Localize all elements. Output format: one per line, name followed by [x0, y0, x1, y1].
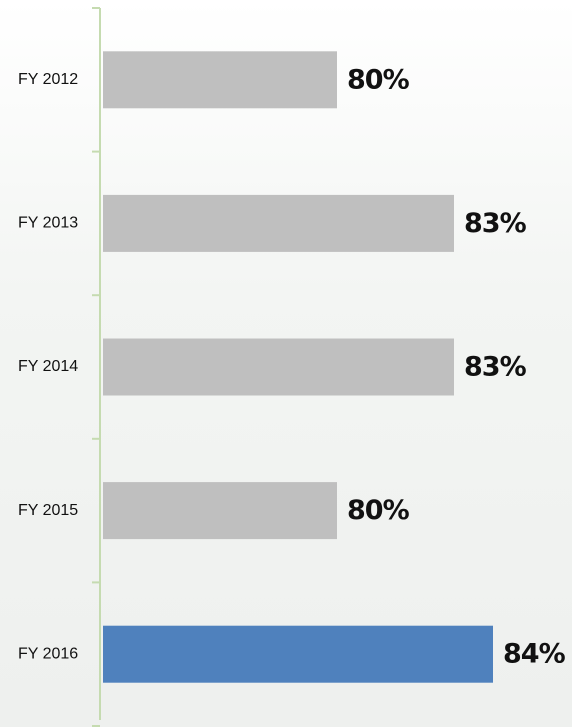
- value-label: 83%: [464, 208, 527, 239]
- value-label: 84%: [503, 639, 566, 670]
- bar: [103, 482, 337, 540]
- category-label: FY 2014: [18, 358, 78, 375]
- value-label: 83%: [464, 352, 527, 383]
- category-label: FY 2016: [18, 645, 78, 662]
- category-label: FY 2015: [18, 502, 78, 519]
- value-label: 80%: [347, 495, 410, 526]
- category-label: FY 2013: [18, 215, 78, 232]
- bar: [103, 194, 454, 252]
- value-label: 80%: [347, 64, 410, 95]
- bar: [103, 51, 337, 109]
- category-label: FY 2012: [18, 71, 78, 88]
- bar: [103, 338, 454, 396]
- bar: [103, 625, 493, 683]
